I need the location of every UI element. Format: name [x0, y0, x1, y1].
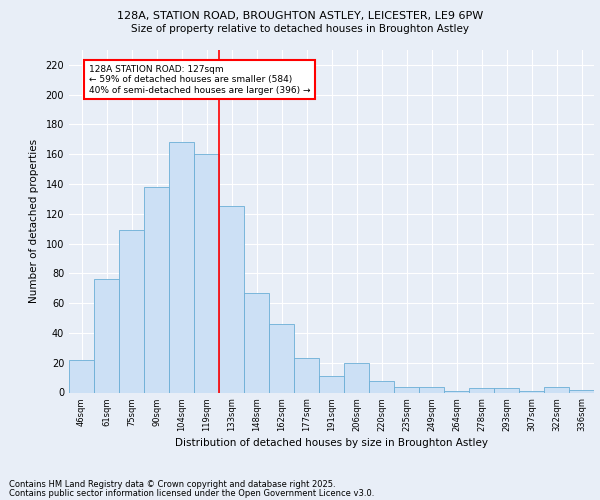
Bar [344, 362, 369, 392]
Bar [94, 280, 119, 392]
Bar [419, 386, 444, 392]
Bar [544, 386, 569, 392]
Y-axis label: Number of detached properties: Number of detached properties [29, 139, 38, 304]
Text: 128A, STATION ROAD, BROUGHTON ASTLEY, LEICESTER, LE9 6PW: 128A, STATION ROAD, BROUGHTON ASTLEY, LE… [117, 11, 483, 21]
Text: Contains HM Land Registry data © Crown copyright and database right 2025.: Contains HM Land Registry data © Crown c… [9, 480, 335, 489]
Bar [519, 391, 544, 392]
Bar [494, 388, 519, 392]
Text: Size of property relative to detached houses in Broughton Astley: Size of property relative to detached ho… [131, 24, 469, 34]
Bar [444, 391, 469, 392]
Bar [469, 388, 494, 392]
Bar [394, 386, 419, 392]
Bar [269, 324, 294, 392]
Bar [294, 358, 319, 392]
Bar [69, 360, 94, 392]
Text: Contains public sector information licensed under the Open Government Licence v3: Contains public sector information licen… [9, 488, 374, 498]
Bar [119, 230, 144, 392]
Bar [569, 390, 594, 392]
Bar [144, 187, 169, 392]
X-axis label: Distribution of detached houses by size in Broughton Astley: Distribution of detached houses by size … [175, 438, 488, 448]
Bar [369, 380, 394, 392]
Bar [319, 376, 344, 392]
Bar [219, 206, 244, 392]
Bar [244, 292, 269, 392]
Text: 128A STATION ROAD: 127sqm
← 59% of detached houses are smaller (584)
40% of semi: 128A STATION ROAD: 127sqm ← 59% of detac… [89, 65, 311, 94]
Bar [169, 142, 194, 392]
Bar [194, 154, 219, 392]
